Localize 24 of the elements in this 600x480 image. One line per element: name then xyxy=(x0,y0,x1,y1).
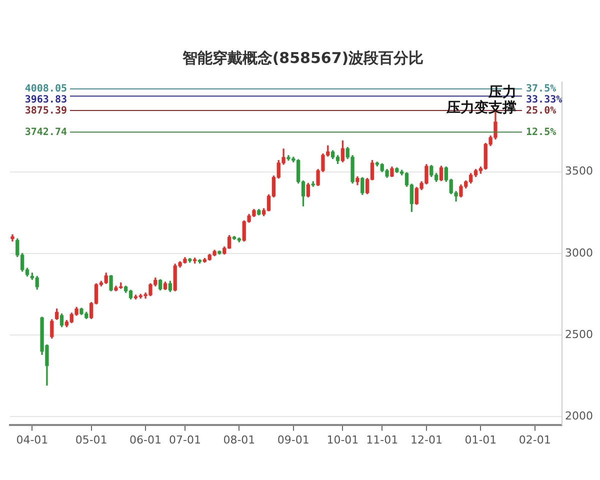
x-tick-label: 10-01 xyxy=(326,433,359,446)
x-tick-label: 04-01 xyxy=(16,433,48,446)
x-tick-label: 05-01 xyxy=(75,433,108,446)
annotation: 37.5% xyxy=(526,83,556,94)
x-tick-label: 08-01 xyxy=(223,433,256,446)
x-tick-label: 11-01 xyxy=(366,433,398,446)
y-tick-label: 3000 xyxy=(565,246,594,260)
annotation: 25.0% xyxy=(526,105,556,116)
x-tick-label: 12-01 xyxy=(410,433,442,446)
x-tick-label: 09-01 xyxy=(277,433,310,446)
chart-title: 智能穿戴概念(858567)波段百分比 xyxy=(181,48,424,67)
ref-line-label: 3875.39 xyxy=(24,105,67,116)
x-tick-label: 02-01 xyxy=(518,433,551,446)
ref-line-label: 4008.05 xyxy=(24,83,67,94)
annotation: 33.33% xyxy=(526,94,562,106)
y-tick-label: 2500 xyxy=(565,328,594,341)
x-tick-label: 01-01 xyxy=(464,433,497,446)
ref-line-label: 3742.74 xyxy=(24,126,67,138)
annotation: 12.5% xyxy=(526,126,556,138)
y-tick-label: 2000 xyxy=(565,409,594,422)
y-tick-label: 3500 xyxy=(565,164,594,178)
x-tick-label: 06-01 xyxy=(130,433,162,446)
ref-line-label: 3963.83 xyxy=(24,94,67,106)
x-tick-label: 07-01 xyxy=(168,433,201,446)
